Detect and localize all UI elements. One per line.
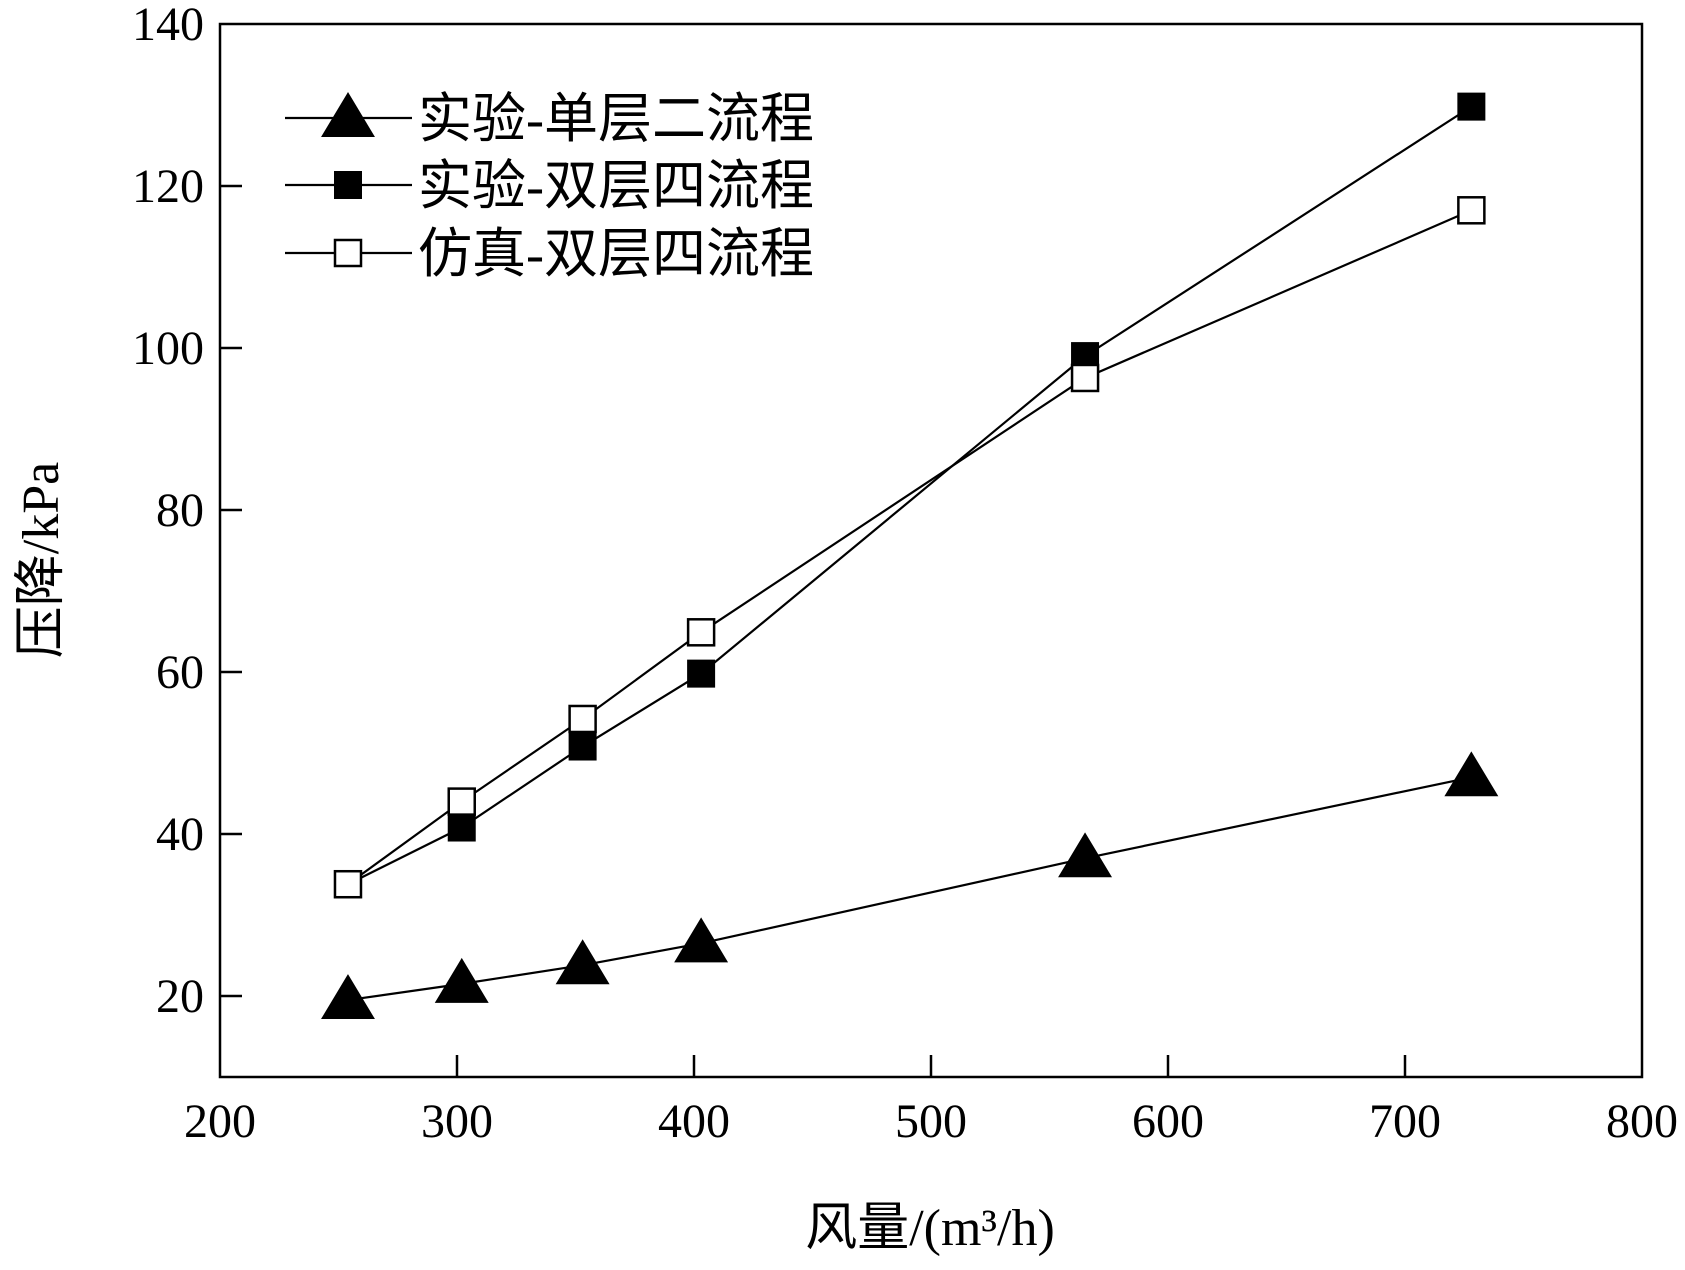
legend-marker [333,238,363,268]
data-point [687,659,716,688]
y-tick-label: 20 [156,970,204,1023]
data-point [333,869,363,899]
x-tick-label: 500 [895,1095,967,1148]
series-line [347,776,1472,1002]
data-point [1058,832,1113,878]
data-point [1070,363,1100,393]
data-point [1457,196,1486,225]
data-point [568,704,597,734]
data-point [447,787,476,816]
data-point [434,957,489,1003]
legend-label: 实验-双层四流程 [418,156,814,216]
series-layer [321,92,1499,1020]
data-point [1444,751,1499,797]
series-3 [333,196,1486,899]
x-tick-label: 700 [1369,1095,1441,1148]
legend-marker [334,171,362,199]
y-axis-label: 压降/kPa [13,462,70,658]
x-tick-label: 800 [1606,1095,1678,1148]
x-tick-label: 400 [658,1095,730,1148]
legend-entry: 实验-双层四流程 [285,156,814,216]
x-tick-label: 600 [1132,1095,1204,1148]
ticks-layer: 200 300 400 500 600 700 800 20 40 60 80 100 120 140 [132,0,1678,1148]
data-point [686,618,716,647]
legend-marker [321,92,375,137]
series-1 [321,751,1499,1020]
y-tick-label: 120 [132,160,204,213]
legend-entry: 实验-单层二流程 [285,89,814,149]
data-point [568,732,597,761]
series-line [347,105,1472,886]
y-tick-label: 140 [132,0,204,51]
y-tick-label: 40 [156,808,204,861]
x-axis-label: 风量/(m³/h) [805,1200,1055,1257]
legend-entry: 仿真-双层四流程 [285,224,814,284]
data-point [447,813,476,842]
y-tick-label: 60 [156,646,204,699]
series-line [347,209,1472,886]
x-tick-label: 200 [184,1095,256,1148]
data-point [555,939,610,985]
legend-label: 实验-单层二流程 [418,89,814,149]
data-point [321,974,375,1020]
y-tick-label: 100 [132,322,204,375]
data-point [1457,92,1486,121]
y-tick-label: 80 [156,484,204,537]
legend-label: 仿真-双层四流程 [418,224,814,284]
x-tick-label: 300 [421,1095,493,1148]
data-point [674,917,729,963]
